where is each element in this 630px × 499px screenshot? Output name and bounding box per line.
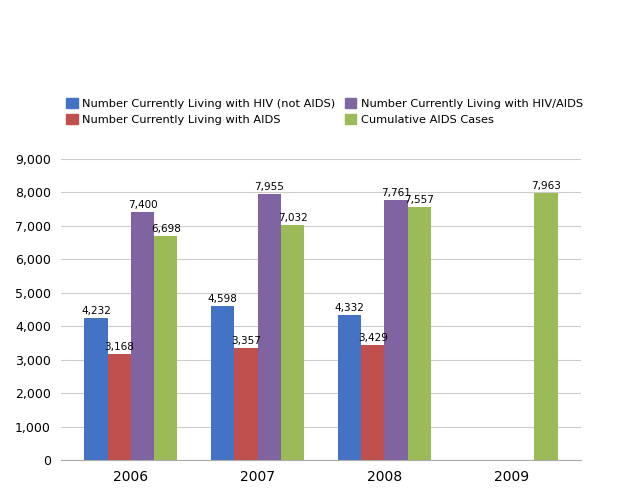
Text: 4,598: 4,598 (208, 294, 238, 304)
Text: 7,032: 7,032 (278, 213, 307, 223)
Bar (408, 207, 431, 460)
Text: 3,168: 3,168 (105, 342, 134, 352)
Text: 3,429: 3,429 (358, 333, 387, 343)
Text: 7,400: 7,400 (128, 200, 158, 210)
Text: 4,232: 4,232 (81, 306, 111, 316)
Bar (108, 354, 131, 460)
Bar (338, 315, 361, 460)
Text: 6,698: 6,698 (151, 224, 181, 234)
Text: 7,955: 7,955 (255, 182, 284, 192)
Bar (154, 236, 178, 460)
Text: 7,963: 7,963 (531, 182, 561, 192)
Bar (361, 345, 384, 460)
Text: 3,357: 3,357 (231, 336, 261, 346)
Bar (534, 194, 558, 460)
Bar (131, 212, 154, 460)
Bar (258, 194, 281, 460)
Bar (281, 225, 304, 460)
Bar (84, 318, 108, 460)
Legend: Number Currently Living with HIV (not AIDS), Number Currently Living with AIDS, : Number Currently Living with HIV (not AI… (66, 98, 583, 125)
Text: 4,332: 4,332 (335, 303, 365, 313)
Bar (211, 306, 234, 460)
Bar (384, 200, 408, 460)
Text: 7,761: 7,761 (381, 188, 411, 198)
Bar (234, 348, 258, 460)
Text: 7,557: 7,557 (404, 195, 434, 205)
